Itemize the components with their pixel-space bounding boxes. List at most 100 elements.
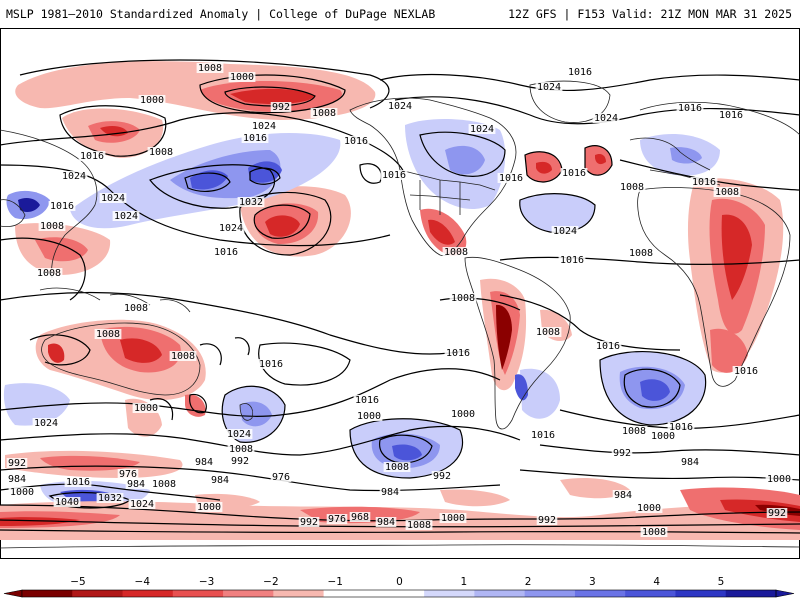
colorbar-tick-label: −4 — [135, 576, 151, 588]
colorbar-cell — [625, 590, 676, 597]
isobar-label-bg — [380, 170, 408, 180]
isobar-label: 1024 — [219, 223, 243, 234]
isobar-label: 1016 — [669, 422, 693, 433]
isobar-label: 1008 — [620, 182, 644, 193]
isobar-label: 1016 — [66, 477, 90, 488]
colorbar-tick-label: −2 — [263, 576, 278, 588]
isobar-label: 992 — [433, 471, 451, 482]
isobar-label: 1016 — [719, 110, 743, 121]
isobar-label-bg — [212, 247, 240, 257]
isobar-label: 992 — [8, 458, 26, 469]
isobar-label: 1024 — [470, 124, 494, 135]
isobar-label-bg — [60, 171, 88, 181]
isobar-label: 984 — [614, 490, 632, 501]
isobar-label: 976 — [328, 514, 346, 525]
anomaly-shading — [0, 61, 800, 540]
isobar-label: 1000 — [651, 431, 675, 442]
isobar-label: 1016 — [50, 201, 74, 212]
isobar-label-bg — [449, 409, 477, 419]
colorbar-cell — [223, 590, 274, 597]
isobar-label: 1000 — [197, 502, 221, 513]
isobar-label-bg — [250, 121, 278, 131]
isobar-label: 984 — [127, 479, 145, 490]
isobar-label: 1000 — [767, 474, 791, 485]
isobar-label-bg — [99, 193, 127, 203]
coastlines — [0, 80, 800, 549]
isobar-label: 992 — [613, 448, 631, 459]
colorbar-cell — [574, 590, 626, 597]
isobar-label-bg — [64, 477, 92, 487]
isobar-label: 1016 — [382, 170, 406, 181]
isobar-label: 1008 — [642, 527, 666, 538]
map-title: MSLP 1981–2010 Standardized Anomaly | Co… — [6, 7, 436, 21]
isobar-label-bg — [270, 102, 292, 112]
isobar-label-bg — [612, 490, 634, 500]
isobar-label-bg — [8, 487, 36, 497]
isobar-label-bg — [560, 168, 588, 178]
colorbar-tick-label: −1 — [327, 576, 342, 588]
isobar-label-bg — [405, 520, 433, 530]
isobar-label-bg — [551, 226, 579, 236]
isobar-label-bg — [558, 255, 586, 265]
isobar-label: 1008 — [171, 351, 195, 362]
isobar-label-bg — [32, 418, 60, 428]
isobar-label: 1016 — [446, 348, 470, 359]
isobar-label-bg — [536, 515, 558, 525]
isobar-label: 976 — [119, 469, 137, 480]
isobar-label-bg — [667, 422, 695, 432]
isobar-label-bg — [618, 182, 646, 192]
colorbar-cell — [122, 590, 174, 597]
isobar-label-bg — [534, 327, 562, 337]
isobar-label: 1016 — [344, 136, 368, 147]
isobar-label: 992 — [300, 517, 318, 528]
isobar-label-bg — [53, 497, 81, 507]
isobar-label-bg — [468, 124, 496, 134]
isobar-label: 1008 — [37, 268, 61, 279]
isobar-label-bg — [35, 268, 63, 278]
isobar-label-bg — [270, 472, 292, 482]
colorbar-cell — [373, 590, 425, 597]
isobar-label: 1008 — [629, 248, 653, 259]
isobar-label-bg — [94, 329, 122, 339]
isobar-label: 1000 — [134, 403, 158, 414]
isobar-label-bg — [635, 503, 663, 513]
colorbar-tick-label: 4 — [653, 576, 660, 588]
isobar-label-bg — [713, 187, 741, 197]
isobar-label-bg — [717, 110, 745, 120]
isobar-label-bg — [442, 247, 470, 257]
colorbar-cell — [273, 590, 325, 597]
isobar-label-bg — [676, 103, 704, 113]
isobar-label: 1008 — [451, 293, 475, 304]
isobar-label: 1016 — [568, 67, 592, 78]
isobar-label-bg — [349, 512, 371, 522]
isobar-label-bg — [355, 411, 383, 421]
isobar-label-bg — [766, 508, 788, 518]
colorbar-cell — [172, 590, 224, 597]
colorbar-tick-label: 0 — [396, 576, 403, 588]
isobar-label: 1008 — [407, 520, 431, 531]
isobar-label: 984 — [381, 487, 399, 498]
isobar-label: 1000 — [637, 503, 661, 514]
isobar-label-bg — [732, 366, 760, 376]
colorbar-max-arrow — [775, 589, 795, 598]
isobar-label: 1024 — [388, 101, 412, 112]
isobar-label-bg — [217, 223, 245, 233]
isobar-label-bg — [342, 136, 370, 146]
isobar-label-bg — [375, 517, 397, 527]
colorbar-cell — [675, 590, 727, 597]
isobar-label: 1016 — [734, 366, 758, 377]
isobar-label-bg — [257, 359, 285, 369]
isobar-label: 1008 — [312, 108, 336, 119]
isobar-label: 1000 — [140, 95, 164, 106]
isobar-label-bg — [128, 499, 156, 509]
isobar-label-bg — [169, 351, 197, 361]
isobar-label: 1016 — [80, 151, 104, 162]
isobar-label-bg — [310, 108, 338, 118]
isobar-label-bg — [150, 479, 178, 489]
isobar-label-bg — [611, 448, 633, 458]
isobar-label: 984 — [377, 517, 395, 528]
colorbar-tick-label: −5 — [70, 576, 85, 588]
isobar-label: 1032 — [239, 197, 263, 208]
colorbar-ticks: −5 −4 −3 −2 −1 0 1 2 3 4 5 — [70, 576, 724, 588]
